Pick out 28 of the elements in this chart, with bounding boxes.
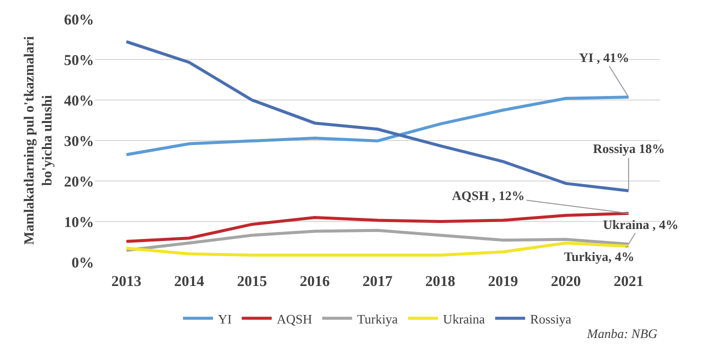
- annotation: YI , 41%: [579, 50, 630, 65]
- y-tick-label: 0%: [72, 255, 94, 272]
- legend-label: Rossiya: [530, 311, 572, 326]
- y-tick-label: 10%: [64, 214, 94, 231]
- annotation: AQSH , 12%: [452, 188, 525, 203]
- legend-label: YI: [218, 311, 232, 326]
- x-tick-label: 2015: [236, 274, 267, 290]
- y-axis-title: Mamlakatlarning pul o'tkazmalari bo'yicha ulushi: [22, 36, 56, 245]
- y-tick-label: 20%: [64, 174, 94, 190]
- text: Manba: NBG: [586, 326, 658, 341]
- annotation: Turkiya, 4%: [564, 249, 634, 264]
- y-tick-label: 30%: [64, 134, 94, 150]
- x-tick-label: 2014: [174, 274, 205, 290]
- legend-label: Ukraina: [443, 311, 486, 326]
- y-tick-label: 40%: [64, 93, 94, 110]
- legend-label: Turkiya: [357, 311, 398, 326]
- x-tick-label: 2019: [488, 274, 518, 290]
- x-tick-label: 2018: [425, 274, 456, 290]
- x-tick-label: 2021: [614, 274, 644, 290]
- legend-label: AQSH: [276, 311, 312, 326]
- x-tick-label: 2013: [111, 274, 142, 290]
- x-tick-label: 2016: [300, 274, 330, 290]
- y-tick-label: 50%: [64, 52, 94, 69]
- x-tick-label: 2020: [550, 274, 581, 290]
- x-tick-label: 2017: [362, 274, 393, 290]
- annotation: Rossiya 18%: [593, 141, 665, 156]
- annotation: Ukraina , 4%: [603, 217, 678, 232]
- y-tick-label: 60%: [64, 12, 94, 28]
